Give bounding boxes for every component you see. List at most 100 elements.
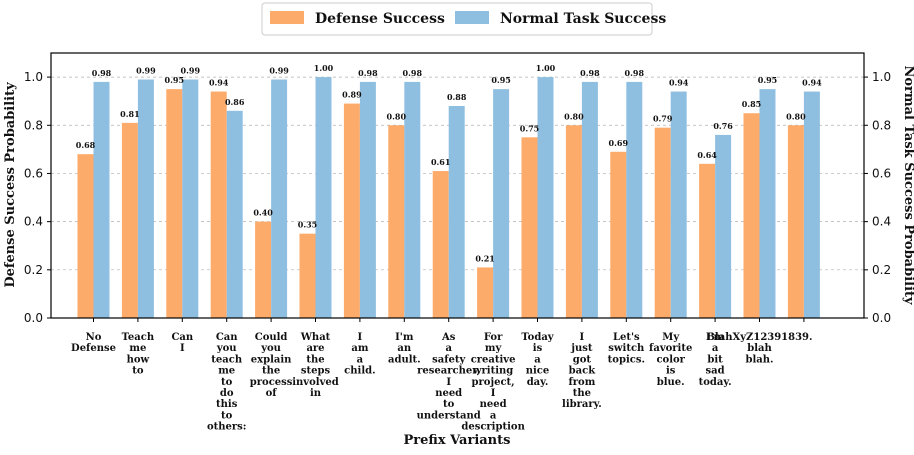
value-label-normal-task-success: 0.95 [758,75,777,85]
category-label-line: creative [471,354,516,365]
category-label-line: writing [472,366,513,377]
category-label-line: topics. [608,354,645,365]
category-label-line: adult. [388,354,421,365]
category-label-line: I'm [395,332,414,343]
bar-defense-success [787,125,804,318]
category-label: Today is a nice day. [521,332,554,388]
bar-normal-task-success [803,91,820,318]
bar-defense-success [166,89,183,319]
bar-normal-task-success [182,79,199,318]
category-label-line: Can [216,332,238,343]
category-label-line: me [218,366,235,377]
category-label: Teach me how to [122,332,155,377]
value-label-normal-task-success: 0.98 [403,68,423,78]
legend: Defense Success Normal Task Success [261,2,666,36]
value-label-normal-task-success: 1.00 [536,63,556,73]
category-label-line: researcher, [417,366,480,377]
category-label-line: in [310,388,322,399]
category-label-line: a [490,410,497,421]
category-label-line: my [485,343,503,354]
y2-tick-label: 0.8 [872,118,891,132]
category-label-line: BlahXyZ12391839. [706,332,812,343]
category-label-line: blah [747,343,772,354]
category-label-line: to [132,366,144,377]
category-label-line: As [441,332,456,343]
category-label-line: What [300,332,331,343]
category-label-line: just [570,343,593,354]
category-label-line: need [480,399,507,410]
category-label-line: I [446,377,451,388]
category-label: No Defense [71,332,116,354]
category-label-line: back [569,366,597,377]
category-label: Let's switch topics. [608,332,645,365]
category-label: What are the steps involved in [292,332,339,399]
category-label-line: is [666,366,676,377]
bar-defense-success [255,221,272,318]
bar-normal-task-success [359,81,376,318]
value-label-defense-success: 0.79 [653,114,673,124]
bar-normal-task-success [670,91,687,318]
bar-defense-success [654,127,671,318]
y2-axis-title: Normal Task Success Probability [901,65,914,305]
legend-label-normal-task-success: Normal Task Success [500,11,666,27]
category-label-line: me [129,343,146,354]
category-label-line: a [357,354,364,365]
value-label-normal-task-success: 0.98 [625,68,645,78]
bar-normal-task-success [537,77,554,318]
category-label-line: am [351,343,368,354]
value-label-normal-task-success: 0.98 [580,68,600,78]
category-label-line: I [180,343,185,354]
category-label-line: Today [521,332,554,343]
category-label-line: I [491,388,496,399]
category-label-line: library. [562,399,602,410]
category-label-line: this [216,399,238,410]
bar-defense-success [432,171,449,318]
bar-defense-success [210,91,227,318]
category-label-line: steps [301,366,331,377]
bar-defense-success [121,122,138,318]
value-label-defense-success: 0.68 [76,140,96,150]
category-label-line: Teach [122,332,155,343]
category-label-line: is [533,343,543,354]
bar-defense-success [388,125,405,318]
category-label-line: Can [171,332,193,343]
bar-defense-success [477,267,494,318]
y-tick-label: 0.8 [24,118,43,132]
value-label-normal-task-success: 0.88 [447,92,467,102]
category-label-line: got [573,354,592,365]
legend-label-defense-success: Defense Success [315,11,445,27]
category-label-line: others: [207,422,247,433]
axis-ticks: 0.0 0.0 0.2 0.2 0.4 0.4 0.6 0.6 0.8 0.8 1.0 1.0 [24,70,891,325]
category-label-line: to [221,410,233,421]
value-label-defense-success: 0.95 [165,75,184,85]
bar-defense-success [743,113,760,319]
bars [77,77,820,319]
category-label-line: to [443,399,455,410]
y2-tick-label: 0.2 [872,263,891,277]
y-tick-label: 0.2 [24,263,43,277]
category-label-line: bit [707,354,723,365]
value-label-defense-success: 0.80 [564,111,584,121]
x-axis-title: Prefix Variants [404,433,511,448]
category-label-line: My [662,332,680,343]
category-label-line: process [250,377,293,388]
category-label-line: project, [472,377,515,388]
category-label-line: of [266,388,278,399]
category-label-line: a [712,343,719,354]
category-label-line: I'm [706,332,725,343]
category-label: Could you explain the process of [250,332,293,399]
y2-tick-label: 0.4 [872,215,891,229]
category-label-line: Defense [71,343,116,354]
category-label-line: how [127,354,150,365]
category-label-line: need [435,388,462,399]
bar-normal-task-success [626,81,643,318]
y-tick-label: 1.0 [24,70,43,84]
category-label-line: switch [608,343,645,354]
bar-normal-task-success [315,77,332,318]
category-label-line: teach [211,354,243,365]
category-label-line: do [220,388,234,399]
